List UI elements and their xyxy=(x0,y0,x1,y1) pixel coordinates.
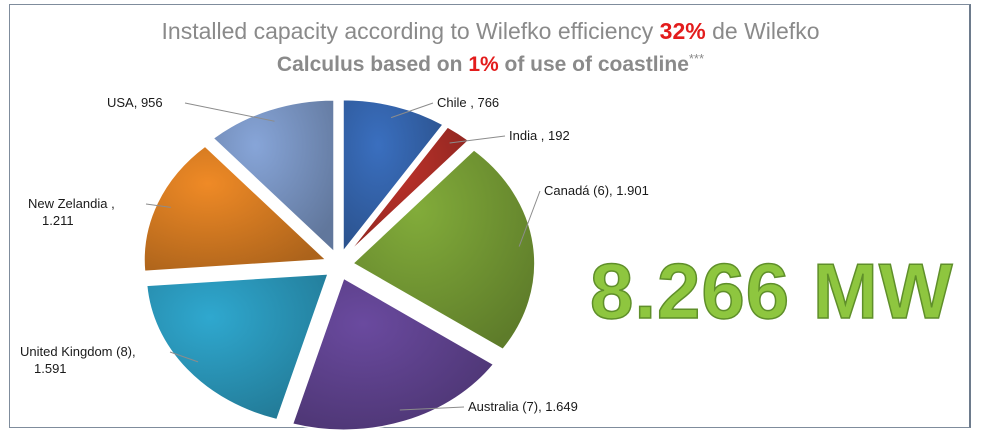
title-suffix: de Wilefko xyxy=(705,18,820,44)
pie-slice-new-zelandia xyxy=(143,145,328,273)
slice-label-usa: USA, 956 xyxy=(107,95,163,110)
leader-line xyxy=(518,190,541,247)
leader-line xyxy=(399,406,465,411)
leader-line xyxy=(145,203,171,208)
pie-slice-australia xyxy=(291,277,495,431)
subtitle-footnote-mark: *** xyxy=(688,51,705,66)
title-prefix: Installed capacity according to Wilefko … xyxy=(161,18,660,44)
slice-label-new-zelandia: New Zelandia , 1.211 xyxy=(28,196,115,228)
chart-title: Installed capacity according to Wilefko … xyxy=(0,18,981,45)
subtitle-prefix: Calculus based on xyxy=(276,53,469,76)
slice-label-canad-: Canadá (6), 1.901 xyxy=(544,183,649,198)
pie-slice-usa xyxy=(211,99,335,254)
slice-label-chile: Chile , 766 xyxy=(437,95,499,110)
leader-line xyxy=(390,102,434,119)
leader-line xyxy=(184,102,275,122)
slice-label-india: India , 192 xyxy=(509,128,570,143)
leader-line xyxy=(449,135,506,144)
pie-slice-canad- xyxy=(351,148,536,351)
slice-label-united-kingdom: United Kingdom (8), 1.591 xyxy=(20,344,136,376)
total-capacity: 8.266 MW xyxy=(589,246,954,336)
pie-slice-chile xyxy=(342,98,445,254)
slice-label-australia: Australia (7), 1.649 xyxy=(468,399,578,414)
chart-subtitle: Calculus based on 1% of use of coastline… xyxy=(0,51,981,77)
subtitle-suffix: of use of coastline xyxy=(498,53,689,76)
subtitle-percent-value: 1% xyxy=(468,53,499,76)
leader-line xyxy=(169,351,199,363)
pie-slice-united-kingdom xyxy=(145,272,330,421)
title-efficiency-value: 32% xyxy=(659,18,706,44)
